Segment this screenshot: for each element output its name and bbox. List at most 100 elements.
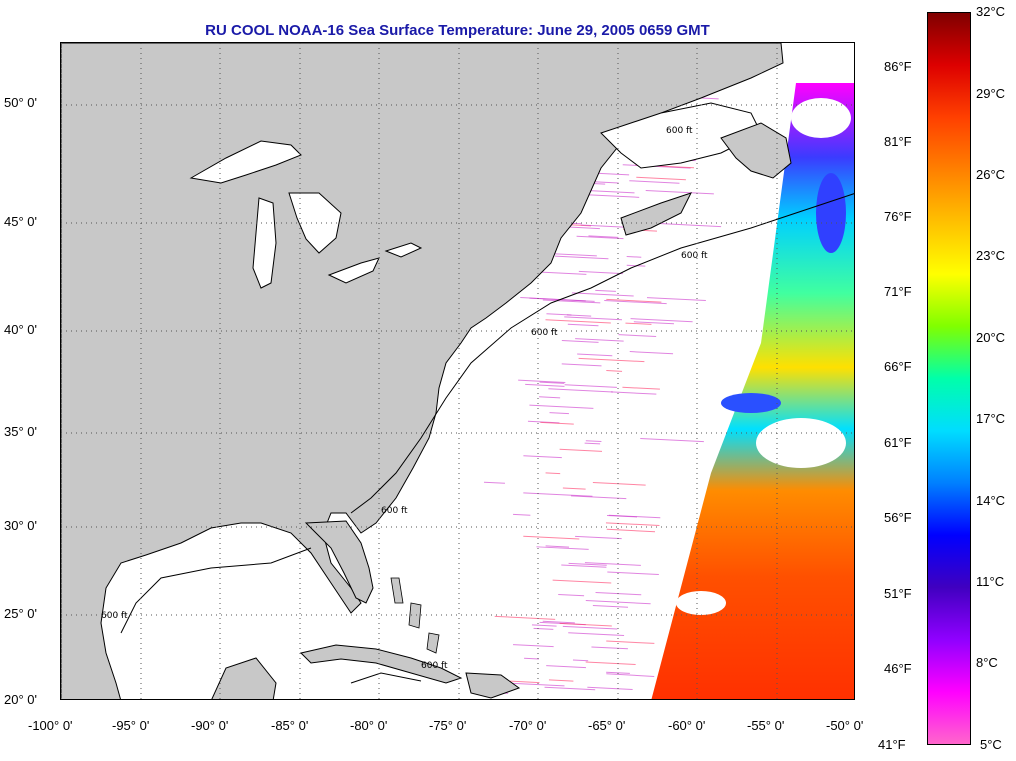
noise-stripe — [546, 313, 572, 316]
lon-label-95: -95° 0' — [112, 718, 150, 733]
lat-label-20: 20° 0' — [4, 692, 37, 707]
sst-swath — [651, 83, 854, 699]
land-north-america — [61, 43, 784, 699]
noise-stripe — [540, 421, 574, 425]
celsius-label: 17°C — [976, 411, 1006, 426]
noise-stripe — [568, 562, 607, 566]
noise-stripe — [559, 448, 603, 452]
noise-stripe — [636, 176, 686, 181]
noise-stripe — [572, 659, 589, 662]
lon-label-65: -65° 0' — [588, 718, 626, 733]
noise-stripe — [606, 370, 623, 372]
noise-stripe — [561, 340, 599, 343]
lon-label-100: -100° 0' — [28, 718, 73, 733]
noise-stripe — [483, 481, 505, 484]
lon-label-75: -75° 0' — [429, 718, 467, 733]
land-newfoundland — [720, 122, 792, 179]
noise-stripe — [592, 481, 646, 486]
contour-label: 600 ft — [531, 328, 558, 338]
celsius-label: 5°C — [980, 737, 1002, 752]
lake-superior — [189, 140, 302, 184]
fahrenheit-label: 86°F — [884, 59, 912, 74]
lon-label-85: -85° 0' — [271, 718, 309, 733]
noise-stripe — [513, 513, 531, 516]
noise-stripe — [633, 321, 674, 325]
noise-stripe — [558, 593, 585, 597]
land-cuba — [300, 644, 463, 684]
noise-stripe — [586, 194, 640, 198]
land-yucatan — [211, 657, 277, 699]
chart-title: RU COOL NOAA-16 Sea Surface Temperature:… — [205, 22, 710, 39]
lon-label-55: -55° 0' — [747, 718, 785, 733]
fahrenheit-label: 56°F — [884, 510, 912, 525]
noise-stripe — [554, 255, 609, 260]
lat-label-25: 25° 0' — [4, 606, 37, 621]
celsius-label: 26°C — [976, 167, 1006, 182]
celsius-label: 32°C — [976, 4, 1006, 19]
noise-stripe — [494, 615, 556, 620]
noise-stripe — [529, 404, 594, 409]
noise-stripe — [536, 546, 589, 550]
noise-stripe — [606, 671, 630, 674]
noise-stripe — [587, 686, 633, 691]
celsius-label: 23°C — [976, 248, 1006, 263]
celsius-label: 11°C — [976, 574, 1005, 589]
noise-stripe — [595, 289, 616, 292]
noise-stripe — [629, 180, 680, 184]
land-hispaniola — [465, 672, 521, 699]
noise-stripe — [523, 455, 562, 459]
lat-label-40: 40° 0' — [4, 322, 37, 337]
noise-stripe — [559, 622, 612, 627]
depth-contour — [350, 672, 422, 684]
noise-stripe — [575, 338, 624, 342]
noise-stripe — [546, 665, 586, 669]
noise-stripe — [561, 363, 602, 367]
noise-stripe — [585, 440, 602, 443]
noise-stripe — [591, 646, 628, 650]
depth-contour — [350, 193, 854, 514]
noise-stripe — [606, 673, 655, 677]
depth-contour — [120, 547, 312, 634]
noise-stripe — [606, 640, 655, 644]
noise-stripe — [576, 235, 624, 240]
cold-water-patch — [816, 173, 846, 253]
noise-stripe — [533, 627, 554, 630]
noise-stripe — [584, 442, 601, 445]
noise-stripe — [626, 256, 642, 258]
noise-stripe — [607, 571, 659, 576]
noise-stripe — [564, 316, 623, 321]
noise-stripe — [622, 386, 660, 390]
noise-stripe — [578, 357, 645, 363]
lake-ontario — [384, 242, 423, 258]
noise-stripe — [513, 644, 554, 648]
land-nova-scotia — [620, 192, 692, 236]
noise-stripe — [567, 323, 599, 327]
noise-stripe — [592, 604, 629, 608]
noise-stripe — [584, 562, 641, 566]
noise-stripe — [527, 420, 560, 424]
noise-stripe — [562, 487, 586, 490]
noise-stripe — [605, 522, 660, 526]
noise-stripe — [571, 292, 634, 297]
noise-stripe — [606, 298, 662, 303]
noise-stripe — [545, 319, 611, 324]
noise-stripe — [544, 686, 596, 691]
lon-label-50: -50° 0' — [826, 718, 864, 733]
noise-stripe — [585, 599, 651, 605]
noise-stripe — [539, 396, 561, 399]
noise-stripe — [552, 579, 612, 584]
noise-stripe — [539, 381, 565, 384]
noise-stripe — [518, 379, 566, 384]
noise-stripe — [577, 353, 613, 357]
noise-stripe — [625, 322, 652, 325]
noise-stripe — [542, 620, 575, 624]
fahrenheit-label: 41°F — [878, 737, 906, 752]
noise-stripe — [604, 299, 667, 305]
noise-stripe — [507, 682, 565, 687]
land-florida — [304, 520, 374, 604]
lat-label-50: 50° 0' — [4, 95, 37, 110]
celsius-label: 29°C — [976, 86, 1006, 101]
noise-stripe — [654, 222, 722, 228]
contour-label: 600 ft — [101, 611, 128, 621]
celsius-label: 20°C — [976, 330, 1006, 345]
